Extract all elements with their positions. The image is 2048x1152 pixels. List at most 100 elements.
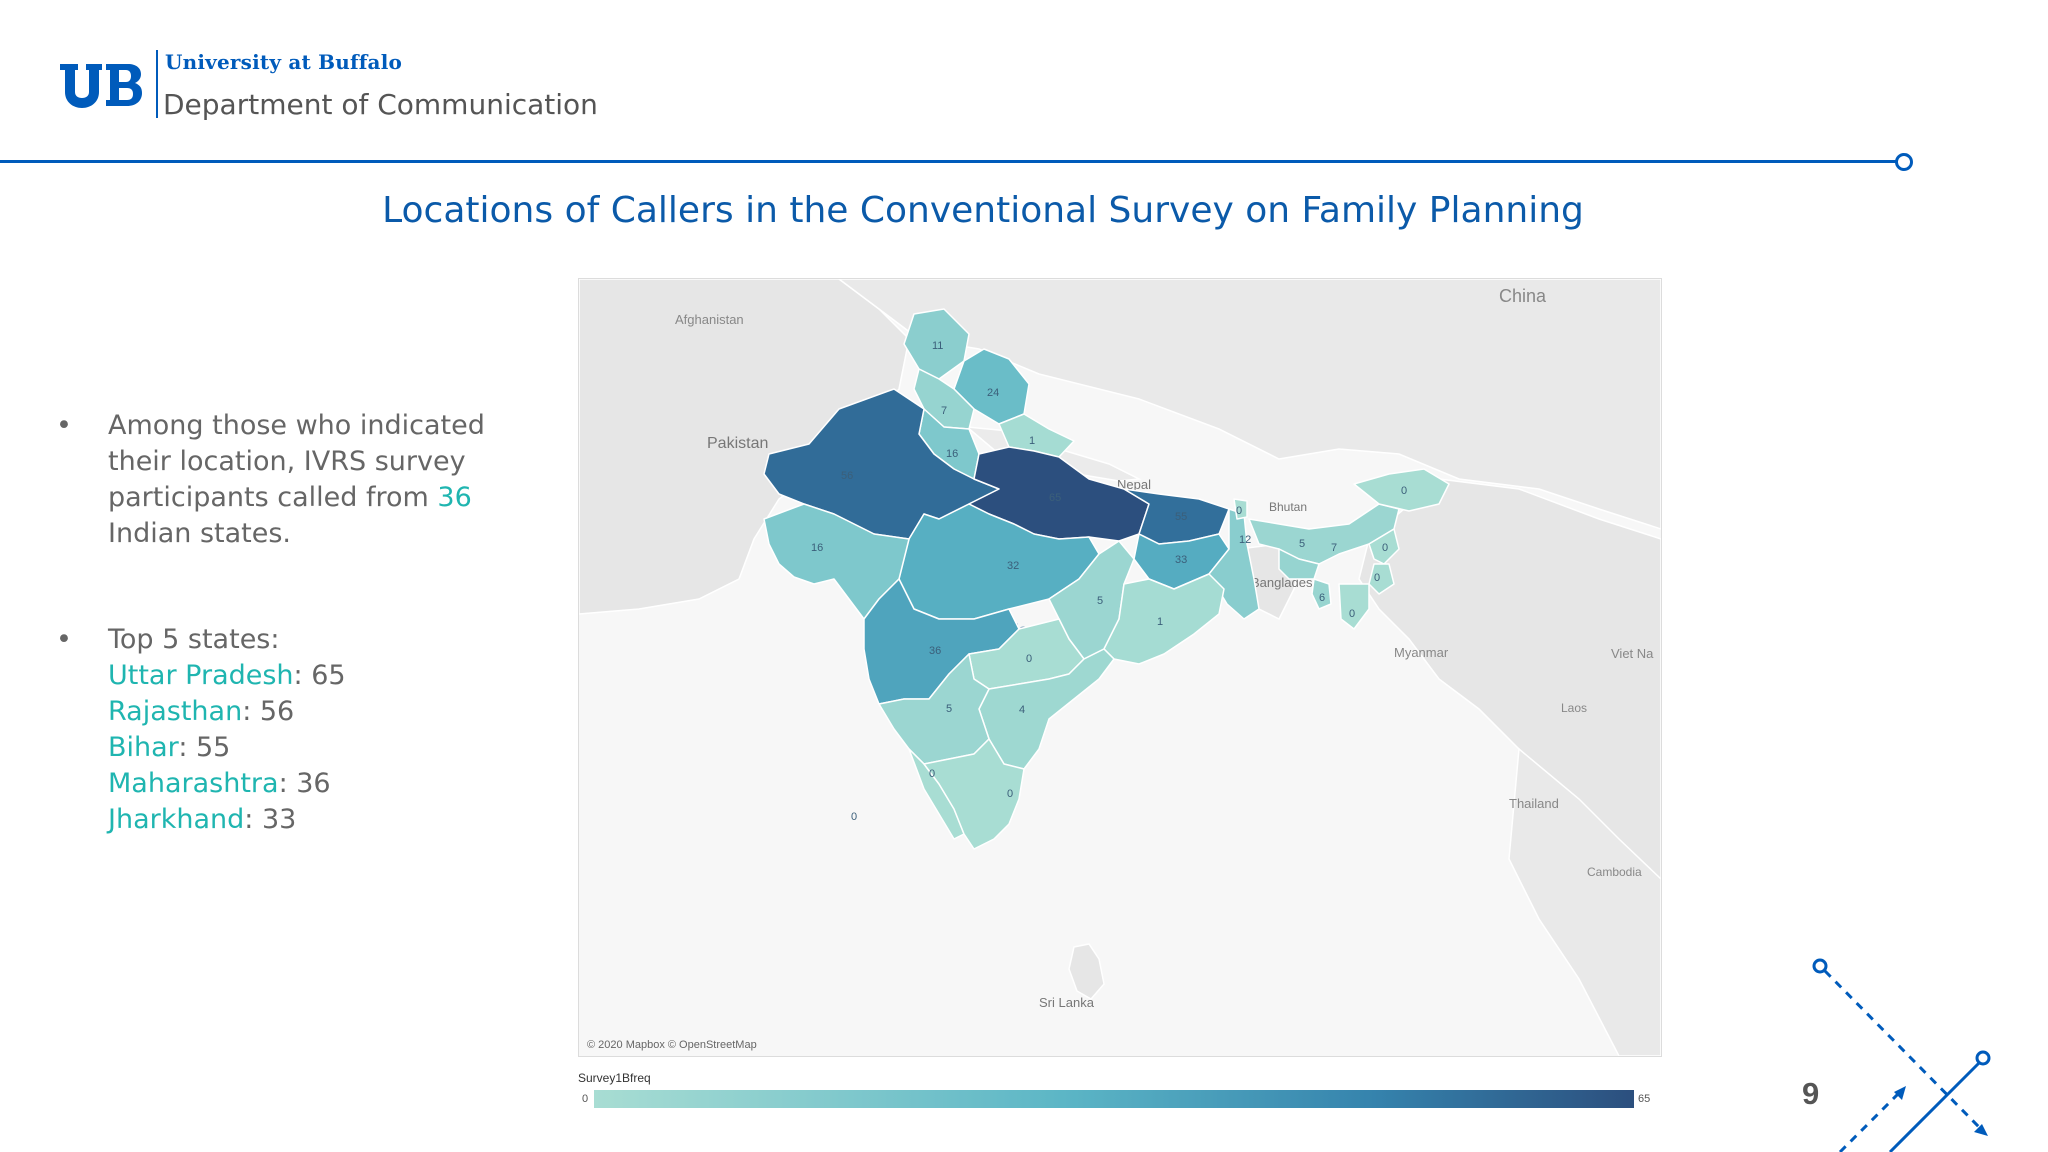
state-value-label: 7 [941,405,947,417]
top-state-value: : 33 [244,804,297,835]
state-value-label: 16 [811,542,823,554]
decor-circle-top [1812,958,1828,974]
state-value-label: 11 [932,340,943,352]
top-states-label: Top 5 states: [108,624,280,655]
state-value-label: 55 [1175,511,1187,523]
state-value-label: 0 [1401,485,1407,497]
states-count-number: 36 [437,482,472,513]
legend-title: Survey1Bfreq [578,1071,651,1085]
logo-divider [156,50,158,118]
top-state-name: Uttar Pradesh [108,660,294,691]
label-vietnam: Viet Na [1611,646,1654,661]
top-state-name: Rajasthan [108,696,243,727]
state-value-label: 0 [1026,653,1032,665]
page-number: 9 [1802,1076,1820,1111]
state-value-label: 0 [1349,608,1355,620]
state-mizoram[interactable] [1338,583,1370,630]
header-rule-end-circle [1895,153,1913,171]
state-value-label: 32 [1007,560,1019,572]
bullet-dot: • [56,410,72,441]
legend-min: 0 [582,1093,589,1105]
state-value-label: 1 [1029,435,1035,447]
state-value-label: 0 [1374,572,1380,584]
state-tripura[interactable] [1311,578,1332,610]
state-value-label: 1 [1157,616,1163,628]
label-nepal: Nepal [1117,477,1151,492]
top-state-row: Maharashtra: 36 [108,766,522,802]
top-state-value: : 55 [178,732,231,763]
decor-dashed-line-2 [1838,1090,1902,1152]
label-bhutan: Bhutan [1269,500,1307,514]
decor-arrowhead-down [1974,1124,1988,1136]
state-value-label: 65 [1049,492,1061,504]
state-value-label: 24 [987,387,999,399]
state-value-label: 0 [1236,505,1242,517]
top-state-row: Uttar Pradesh: 65 [108,658,522,694]
state-value-label: 6 [1319,592,1325,604]
neighbor-land-se [1508,747,1661,1056]
state-value-label: 5 [1097,595,1103,607]
top-state-row: Rajasthan: 56 [108,694,522,730]
state-value-label: 0 [929,768,935,780]
label-pakistan: Pakistan [707,435,768,452]
sri-lanka [1068,943,1105,1000]
state-tamil-nadu[interactable] [923,738,1025,850]
state-value-labels: 11 24 7 1 16 56 65 55 33 32 16 36 5 1 0 … [811,340,1407,823]
state-value-label: 0 [851,811,857,823]
label-thailand: Thailand [1509,796,1559,811]
ub-logo [60,64,142,108]
bullet-states-count: • Among those who indicated their locati… [52,408,522,552]
slide-title: Locations of Callers in the Conventional… [382,190,1584,231]
choropleth-map[interactable]: China Afghanistan Pakistan Nepal Bhutan … [579,279,1661,1056]
header-rule [0,160,1896,163]
state-value-label: 56 [841,470,853,482]
map-frame[interactable]: China Afghanistan Pakistan Nepal Bhutan … [578,278,1662,1057]
decor-dashed-line [1823,969,1982,1130]
state-arunachal[interactable] [1353,468,1450,512]
top-state-row: Jharkhand: 33 [108,802,522,838]
top-state-name: Maharashtra [108,768,279,799]
bullet-text: Among those who indicated their location… [108,410,485,513]
top-state-name: Bihar [108,732,179,763]
state-manipur[interactable] [1368,563,1395,595]
university-name: University at Buffalo [165,50,403,74]
top-state-value: : 65 [293,660,346,691]
state-value-label: 5 [1299,538,1305,550]
label-cambodia: Cambodia [1587,865,1642,879]
label-afghanistan: Afghanistan [675,312,744,327]
label-china: China [1499,286,1547,306]
state-uttar-pradesh[interactable] [968,446,1150,542]
legend-color-bar [594,1090,1634,1108]
top-state-row: Bihar: 55 [108,730,522,766]
state-value-label: 0 [1007,788,1013,800]
bullet-text-end: Indian states. [108,518,292,549]
state-value-label: 4 [1019,704,1025,716]
india-states-layer [763,308,1450,850]
decorative-arrows-graphic [1812,958,1991,1152]
map-attribution[interactable]: © 2020 Mapbox © OpenStreetMap [587,1039,757,1051]
state-jammu-kashmir[interactable] [903,308,970,380]
legend-max: 65 [1638,1093,1651,1105]
top-state-name: Jharkhand [108,804,245,835]
label-myanmar: Myanmar [1394,645,1449,660]
decor-circle-right [1975,1050,1991,1066]
state-value-label: 36 [929,645,941,657]
label-laos: Laos [1561,701,1587,715]
state-value-label: 12 [1239,534,1251,546]
bullet-list: • Among those who indicated their locati… [52,408,522,838]
label-sri-lanka: Sri Lanka [1039,995,1095,1010]
state-value-label: 16 [946,448,958,460]
top-state-value: : 36 [278,768,331,799]
department-name: Department of Communication [163,88,598,121]
state-nagaland[interactable] [1368,528,1400,565]
state-value-label: 33 [1175,554,1187,566]
decor-arrowhead-up [1894,1086,1906,1100]
top-state-value: : 56 [242,696,295,727]
decor-solid-line [1888,1061,1981,1152]
state-value-label: 5 [946,703,952,715]
bullet-top-states: • Top 5 states: Uttar Pradesh: 65 Rajast… [52,622,522,838]
bullet-dot: • [56,624,72,655]
state-value-label: 7 [1331,542,1337,554]
state-value-label: 0 [1382,542,1388,554]
state-sikkim[interactable] [1233,498,1248,520]
